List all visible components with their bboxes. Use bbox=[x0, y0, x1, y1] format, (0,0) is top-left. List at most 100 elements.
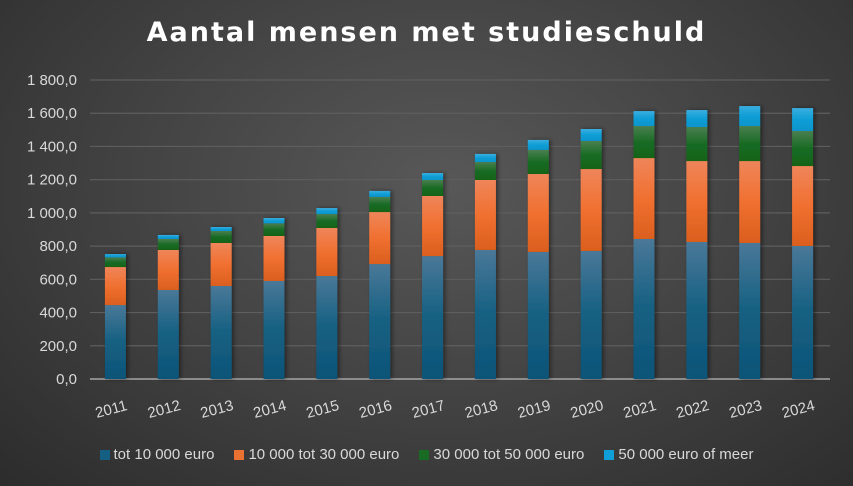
bar-2021-series-3 bbox=[633, 111, 655, 127]
legend-item: 50 000 euro of meer bbox=[604, 446, 753, 463]
x-tick-label: 2011 bbox=[94, 397, 130, 422]
legend-label: 10 000 tot 30 000 euro bbox=[248, 446, 400, 463]
bar-2022-series-0 bbox=[686, 241, 708, 379]
legend-label: 30 000 tot 50 000 euro bbox=[433, 446, 585, 463]
bar-2024-series-1 bbox=[792, 166, 814, 246]
bar-2018-series-3 bbox=[474, 153, 496, 163]
bar-2019-series-2 bbox=[527, 149, 549, 175]
bar-2014-series-2 bbox=[263, 223, 285, 236]
bar-stack-2017 bbox=[422, 173, 444, 379]
bar-2022-series-2 bbox=[686, 127, 708, 162]
y-tick-label: 800,0 bbox=[39, 238, 77, 255]
legend-swatch bbox=[234, 449, 245, 460]
bar-2015-series-1 bbox=[316, 228, 338, 277]
bar-stack-2016 bbox=[369, 190, 391, 379]
bar-2014-series-3 bbox=[263, 218, 285, 224]
bar-stack-2019 bbox=[527, 139, 549, 379]
x-tick-label: 2017 bbox=[410, 397, 447, 422]
y-tick-label: 600,0 bbox=[39, 271, 77, 288]
bar-2023-series-2 bbox=[739, 126, 761, 162]
bar-2012-series-0 bbox=[157, 289, 179, 379]
bar-2012-series-2 bbox=[157, 238, 179, 250]
x-tick-label: 2016 bbox=[357, 397, 394, 422]
bar-2013-series-1 bbox=[210, 242, 232, 286]
legend-item: tot 10 000 euro bbox=[99, 446, 215, 463]
x-tick-label: 2024 bbox=[780, 397, 817, 422]
x-tick-label: 2023 bbox=[727, 397, 764, 422]
bar-2020-series-0 bbox=[580, 250, 602, 379]
bar-2020-series-2 bbox=[580, 140, 602, 170]
bar-2017-series-3 bbox=[422, 173, 444, 180]
bar-2019-series-1 bbox=[527, 174, 549, 252]
bar-2019-series-0 bbox=[527, 251, 549, 379]
bar-2017-series-0 bbox=[422, 256, 444, 379]
bar-2011-series-3 bbox=[104, 254, 126, 258]
bar-2013-series-2 bbox=[210, 230, 232, 243]
bar-stack-2011 bbox=[104, 254, 126, 379]
bar-2012-series-3 bbox=[157, 234, 179, 239]
bar-2023-series-1 bbox=[739, 161, 761, 243]
bar-stack-2022 bbox=[686, 110, 708, 379]
legend: tot 10 000 euro 10 000 tot 30 000 euro 30 … bbox=[0, 446, 853, 463]
y-tick-label: 1 600,0 bbox=[27, 105, 77, 122]
bar-stack-2023 bbox=[739, 106, 761, 379]
bar-2013-series-0 bbox=[210, 285, 232, 379]
x-tick-label: 2018 bbox=[463, 397, 500, 422]
x-tick-label: 2022 bbox=[674, 397, 711, 422]
bar-2020-series-1 bbox=[580, 169, 602, 251]
bar-2019-series-3 bbox=[527, 139, 549, 150]
bar-2016-series-0 bbox=[369, 264, 391, 379]
bar-2020-series-3 bbox=[580, 129, 602, 141]
x-tick-label: 2015 bbox=[304, 397, 341, 422]
y-tick-label: 400,0 bbox=[39, 305, 77, 322]
x-tick-label: 2014 bbox=[252, 397, 289, 422]
legend-label: 50 000 euro of meer bbox=[618, 446, 754, 463]
legend-swatch bbox=[604, 449, 615, 460]
bar-2018-series-0 bbox=[474, 249, 496, 379]
bar-stack-2018 bbox=[474, 153, 496, 379]
bar-2017-series-2 bbox=[422, 179, 444, 196]
bar-2015-series-2 bbox=[316, 214, 338, 229]
legend-swatch bbox=[99, 449, 110, 460]
bar-stack-2015 bbox=[316, 208, 338, 379]
y-tick-label: 0,0 bbox=[56, 371, 77, 388]
bar-2022-series-3 bbox=[686, 110, 708, 128]
bar-2012-series-1 bbox=[157, 249, 179, 290]
legend-item: 30 000 tot 50 000 euro bbox=[419, 446, 584, 463]
bar-2024-series-0 bbox=[792, 245, 814, 379]
bar-2021-series-1 bbox=[633, 158, 655, 239]
bar-2016-series-1 bbox=[369, 212, 391, 265]
y-tick-label: 1 800,0 bbox=[27, 72, 77, 89]
x-tick-label: 2019 bbox=[516, 397, 553, 422]
bar-2016-series-2 bbox=[369, 196, 391, 213]
x-tick-label: 2013 bbox=[199, 397, 236, 422]
bar-2022-series-1 bbox=[686, 161, 708, 242]
bar-2023-series-3 bbox=[739, 106, 761, 127]
bar-2011-series-0 bbox=[104, 305, 126, 379]
x-tick-label: 2021 bbox=[622, 397, 659, 422]
bar-stack-2014 bbox=[263, 218, 285, 379]
bar-stack-2020 bbox=[580, 129, 602, 379]
chart-title: Aantal mensen met studieschuld bbox=[146, 17, 707, 48]
bar-stack-2013 bbox=[210, 227, 232, 379]
bar-stack-2024 bbox=[792, 108, 814, 379]
bar-2021-series-2 bbox=[633, 126, 655, 159]
bar-2011-series-1 bbox=[104, 267, 126, 306]
bar-2014-series-1 bbox=[263, 235, 285, 281]
y-tick-label: 1 000,0 bbox=[27, 205, 77, 222]
x-tick-label: 2012 bbox=[146, 397, 183, 422]
legend-label: tot 10 000 euro bbox=[113, 446, 215, 463]
legend-item: 10 000 tot 30 000 euro bbox=[234, 446, 399, 463]
bar-2013-series-3 bbox=[210, 227, 232, 231]
legend-swatch bbox=[419, 449, 430, 460]
bar-2023-series-0 bbox=[739, 242, 761, 379]
bar-2014-series-0 bbox=[263, 280, 285, 379]
bar-2011-series-2 bbox=[104, 257, 126, 268]
y-tick-label: 200,0 bbox=[39, 338, 77, 355]
bar-2015-series-0 bbox=[316, 276, 338, 379]
bar-2015-series-3 bbox=[316, 208, 338, 215]
x-tick-label: 2020 bbox=[569, 397, 606, 422]
y-tick-label: 1 200,0 bbox=[27, 172, 77, 189]
